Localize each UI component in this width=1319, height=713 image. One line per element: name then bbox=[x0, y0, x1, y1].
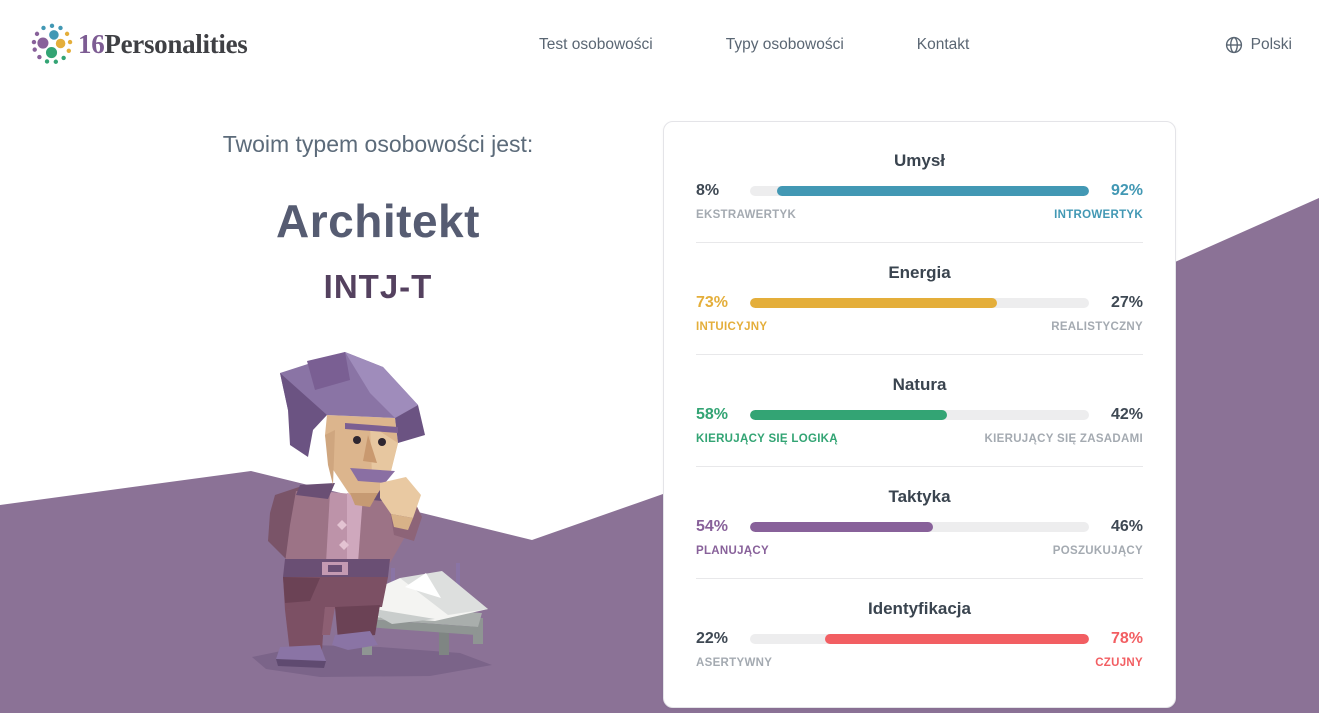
trait-left-label: PLANUJĄCY bbox=[696, 545, 769, 557]
logo[interactable]: 16Personalities bbox=[31, 23, 248, 65]
trait-right-percent: 42% bbox=[1110, 406, 1143, 423]
trait-bar-fill bbox=[750, 298, 998, 308]
trait-left-percent: 73% bbox=[696, 294, 729, 311]
nav-typy-osobowosci[interactable]: Typy osobowości bbox=[725, 36, 844, 53]
site-header: 16Personalities Test osobowości Typy oso… bbox=[0, 0, 1319, 90]
trait-bar bbox=[750, 522, 1089, 532]
trait-right-percent: 27% bbox=[1110, 294, 1143, 311]
personality-type-code: INTJ-T bbox=[323, 268, 433, 305]
nav-test-osobowosci[interactable]: Test osobowości bbox=[539, 36, 653, 53]
trait-right-percent: 78% bbox=[1110, 630, 1143, 647]
trait-title: Natura bbox=[892, 375, 947, 394]
trait-right-label: INTROWERTYK bbox=[1054, 209, 1143, 221]
trait-block-taktyka: Taktyka 54% 46% PLANUJĄCY POSZUKUJĄCY bbox=[696, 486, 1143, 559]
divider bbox=[696, 578, 1143, 579]
language-selector[interactable]: Polski bbox=[1225, 0, 1292, 90]
result-column: Twoim typem osobowości jest: Architekt I… bbox=[120, 131, 636, 306]
trait-title: Energia bbox=[888, 263, 951, 282]
trait-title: Taktyka bbox=[888, 487, 951, 506]
traits-card: Umysł 8% 92% EKSTRAWERTYK INTROWERTYK En… bbox=[663, 121, 1176, 708]
result-intro-text: Twoim typem osobowości jest: bbox=[222, 131, 534, 157]
trait-block-natura: Natura 58% 42% KIERUJĄCY SIĘ LOGIKĄ KIER… bbox=[696, 374, 1143, 447]
language-label: Polski bbox=[1250, 36, 1292, 53]
trait-bar-fill bbox=[750, 522, 934, 532]
trait-bar-fill bbox=[824, 634, 1089, 644]
trait-title: Identyfikacja bbox=[868, 599, 971, 618]
divider bbox=[696, 354, 1143, 355]
personality-type-name: Architekt bbox=[276, 195, 480, 247]
trait-block-identyfikacja: Identyfikacja 22% 78% ASERTYWNY CZUJNY bbox=[696, 598, 1143, 671]
trait-bar bbox=[750, 186, 1089, 196]
trait-left-label: INTUICYJNY bbox=[696, 321, 768, 333]
trait-right-label: REALISTYCZNY bbox=[1051, 321, 1143, 333]
logo-wordmark: 16Personalities bbox=[78, 28, 248, 59]
trait-left-percent: 54% bbox=[696, 518, 729, 535]
trait-left-percent: 22% bbox=[696, 630, 729, 647]
trait-left-label: ASERTYWNY bbox=[696, 657, 773, 669]
trait-bar bbox=[750, 298, 1089, 308]
trait-left-label: KIERUJĄCY SIĘ LOGIKĄ bbox=[696, 433, 838, 445]
trait-left-percent: 58% bbox=[696, 406, 729, 423]
divider bbox=[696, 466, 1143, 467]
trait-bar-fill bbox=[777, 186, 1089, 196]
trait-title: Umysł bbox=[893, 151, 946, 170]
trait-bar-fill bbox=[750, 410, 947, 420]
trait-left-label: EKSTRAWERTYK bbox=[696, 209, 797, 221]
main-nav: Test osobowości Typy osobowości Kontakt bbox=[539, 0, 969, 90]
nav-kontakt[interactable]: Kontakt bbox=[916, 36, 970, 53]
trait-right-percent: 92% bbox=[1110, 182, 1143, 199]
trait-right-label: KIERUJĄCY SIĘ ZASADAMI bbox=[984, 433, 1143, 445]
trait-block-energia: Energia 73% 27% INTUICYJNY REALISTYCZNY bbox=[696, 262, 1143, 335]
trait-bar bbox=[750, 410, 1089, 420]
logo-mark-icon bbox=[31, 23, 73, 64]
trait-right-label: POSZUKUJĄCY bbox=[1052, 545, 1143, 557]
architect-illustration bbox=[252, 352, 492, 677]
trait-block-umysl: Umysł 8% 92% EKSTRAWERTYK INTROWERTYK bbox=[696, 150, 1143, 223]
globe-icon bbox=[1225, 36, 1242, 54]
divider bbox=[696, 242, 1143, 243]
trait-right-label: CZUJNY bbox=[1095, 657, 1143, 669]
trait-bar bbox=[750, 634, 1089, 644]
trait-left-percent: 8% bbox=[696, 182, 720, 199]
trait-right-percent: 46% bbox=[1110, 518, 1143, 535]
